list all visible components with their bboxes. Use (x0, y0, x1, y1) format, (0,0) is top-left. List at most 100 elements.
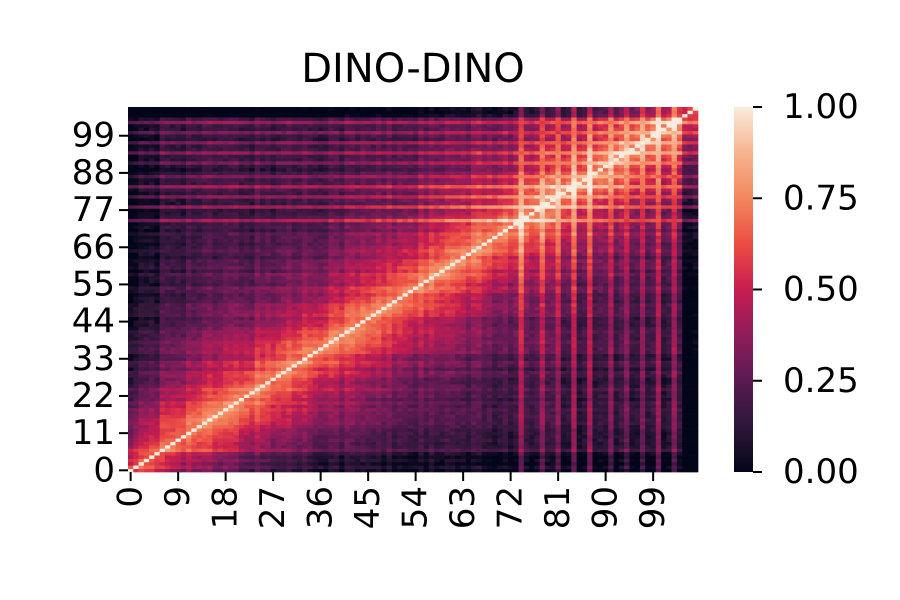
heatmap-cell (354, 360, 361, 365)
heatmap-cell (444, 414, 451, 419)
heatmap-cell (270, 340, 277, 344)
heatmap-cell (228, 397, 234, 402)
heatmap-cell (164, 346, 171, 351)
heatmap-cell (217, 336, 224, 341)
heatmap-cell (661, 350, 667, 355)
heatmap-cell (486, 401, 493, 405)
heatmap-cell (592, 458, 599, 463)
heatmap-cell (333, 441, 340, 446)
heatmap-cell (508, 353, 514, 358)
heatmap-cell (307, 404, 314, 409)
heatmap-cell (207, 441, 213, 446)
heatmap-cell (333, 363, 340, 368)
heatmap-cell (539, 326, 546, 331)
heatmap-cell (270, 394, 277, 398)
heatmap-cell (629, 407, 636, 412)
heatmap-cell (249, 390, 256, 395)
heatmap-cell (186, 421, 192, 426)
heatmap-cell (682, 326, 688, 331)
heatmap-cell (639, 357, 646, 361)
heatmap-cell (508, 387, 514, 392)
heatmap-cell (661, 458, 667, 463)
heatmap-cell (339, 401, 345, 405)
heatmap-cell (133, 428, 139, 432)
heatmap-cell (201, 384, 208, 388)
heatmap-cell (444, 373, 451, 378)
heatmap-cell (233, 421, 240, 426)
heatmap-cell (328, 350, 335, 355)
heatmap-cell (661, 326, 667, 331)
heatmap-cell (238, 343, 245, 348)
heatmap-cell (143, 390, 150, 395)
heatmap-cell (259, 411, 266, 415)
heatmap-cell (180, 444, 187, 449)
heatmap-cell (539, 448, 546, 453)
heatmap-cell (486, 448, 493, 453)
heatmap-cell (566, 458, 572, 463)
heatmap-cell (439, 323, 446, 328)
heatmap-cell (465, 438, 472, 442)
heatmap-cell (576, 350, 583, 355)
heatmap-cell (275, 438, 282, 442)
heatmap-cell (354, 333, 361, 338)
heatmap-cell (481, 373, 488, 378)
heatmap-cell (618, 316, 625, 321)
heatmap-cell (481, 346, 488, 351)
heatmap-cell (566, 428, 572, 432)
heatmap-cell (661, 411, 667, 415)
heatmap-cell (265, 444, 271, 449)
heatmap-cell (608, 468, 614, 473)
heatmap-cell (523, 340, 530, 344)
heatmap-cell (645, 384, 651, 388)
heatmap-cell (143, 444, 150, 449)
heatmap-cell (228, 444, 234, 449)
heatmap-cell (502, 390, 509, 395)
heatmap-cell (349, 323, 356, 328)
heatmap-cell (170, 411, 176, 415)
heatmap-cell (201, 357, 208, 361)
heatmap-cell (592, 394, 599, 398)
heatmap-cell (323, 367, 329, 371)
heatmap-cell (175, 340, 182, 344)
heatmap-cell (449, 448, 456, 453)
heatmap-cell (529, 434, 535, 439)
heatmap-cell (655, 397, 662, 402)
heatmap-cell (434, 390, 440, 395)
heatmap-cell (291, 360, 298, 365)
heatmap-cell (555, 401, 562, 405)
heatmap-cell (645, 424, 651, 429)
heatmap-cell (191, 353, 197, 358)
heatmap-cell (597, 357, 604, 361)
heatmap-cell (544, 330, 551, 334)
heatmap-cell (128, 333, 134, 338)
heatmap-cell (603, 448, 609, 453)
heatmap-cell (360, 448, 366, 453)
heatmap-cell (534, 319, 541, 324)
heatmap-cell (402, 390, 409, 395)
heatmap-cell (486, 438, 493, 442)
heatmap-cell (460, 411, 467, 415)
heatmap-cell (307, 357, 314, 361)
heatmap-cell (460, 340, 467, 344)
heatmap-cell (655, 394, 662, 398)
heatmap-cell (455, 421, 461, 426)
heatmap-cell (449, 401, 456, 405)
heatmap-cell (634, 455, 641, 459)
heatmap-cell (518, 323, 525, 328)
heatmap-cell (629, 441, 636, 446)
heatmap-cell (201, 330, 208, 334)
heatmap-cell (492, 407, 498, 412)
heatmap-cell (275, 397, 282, 402)
heatmap-cell (666, 421, 672, 426)
heatmap-cell (365, 357, 372, 361)
heatmap-cell (650, 455, 657, 459)
heatmap-cell (186, 428, 192, 432)
heatmap-cell (581, 390, 588, 395)
heatmap-cell (608, 407, 614, 412)
heatmap-cell (661, 357, 667, 361)
heatmap-cell (228, 407, 234, 412)
heatmap-cell (333, 414, 340, 419)
heatmap-cell (402, 326, 409, 331)
heatmap-cell (629, 421, 636, 426)
heatmap-cell (692, 330, 699, 334)
